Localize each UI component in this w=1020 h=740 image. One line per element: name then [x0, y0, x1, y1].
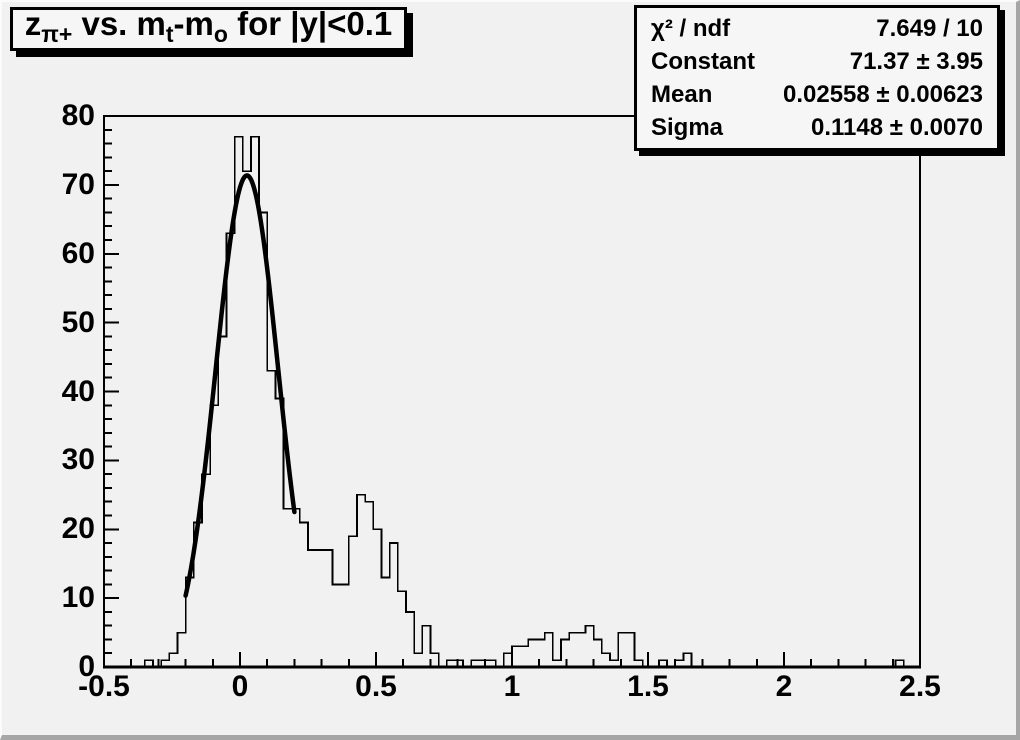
y-tick-label: 80	[61, 99, 95, 132]
y-tick-label: 30	[61, 443, 95, 477]
title-segment: z	[24, 5, 42, 42]
x-tick-label: 0.5	[355, 670, 397, 703]
title-box[interactable]: zπ+ vs. mt-mo for |y|<0.1	[10, 7, 407, 51]
x-tick-label: 2.5	[899, 670, 941, 703]
stats-label: χ² / ndf	[651, 14, 731, 42]
histogram-line[interactable]	[104, 135, 920, 668]
x-tick-label: 0	[231, 670, 249, 703]
title-segment: for |y|<0.1	[227, 5, 393, 42]
y-tick-label: 20	[61, 512, 95, 546]
x-tick-label: 1	[503, 670, 521, 703]
fit-stats-box[interactable]: χ² / ndf 7.649 / 10 Constant 71.37 ± 3.9…	[634, 5, 1000, 151]
y-tick-label: 50	[61, 305, 95, 339]
x-tick-label: -0.5	[78, 670, 130, 703]
stats-row-sigma: Sigma 0.1148 ± 0.0070	[637, 114, 997, 142]
stats-value: 0.1148 ± 0.0070	[811, 113, 983, 141]
y-tick-label: 0	[78, 650, 95, 683]
stats-label: Mean	[651, 80, 713, 108]
x-tick-label: 2	[775, 670, 793, 703]
x-tick-label: 1.5	[627, 670, 669, 703]
title-segment: -m	[173, 5, 214, 42]
stats-value: 0.02558 ± 0.00623	[782, 80, 983, 108]
title-subscript: o	[213, 21, 228, 47]
stats-row-chi2: χ² / ndf 7.649 / 10	[637, 15, 997, 43]
title-segment: vs. m	[72, 5, 166, 42]
stats-value: 71.37 ± 3.95	[849, 47, 983, 75]
stats-row-mean: Mean 0.02558 ± 0.00623	[637, 81, 997, 109]
y-tick-label: 10	[61, 581, 95, 615]
y-tick-label: 40	[61, 374, 95, 408]
plot-frame[interactable]	[103, 115, 921, 668]
title-subscript: π+	[41, 21, 73, 47]
title-subscript: t	[165, 21, 174, 47]
stats-value: 7.649 / 10	[876, 14, 983, 42]
stats-label: Constant	[651, 47, 755, 75]
y-tick-label: 70	[61, 167, 95, 201]
page-title: zπ+ vs. mt-mo for |y|<0.1	[25, 7, 392, 51]
stats-row-constant: Constant 71.37 ± 3.95	[637, 48, 997, 76]
y-tick-label: 60	[61, 236, 95, 270]
gaussian-fit-curve[interactable]	[183, 173, 297, 598]
stats-label: Sigma	[651, 113, 724, 141]
